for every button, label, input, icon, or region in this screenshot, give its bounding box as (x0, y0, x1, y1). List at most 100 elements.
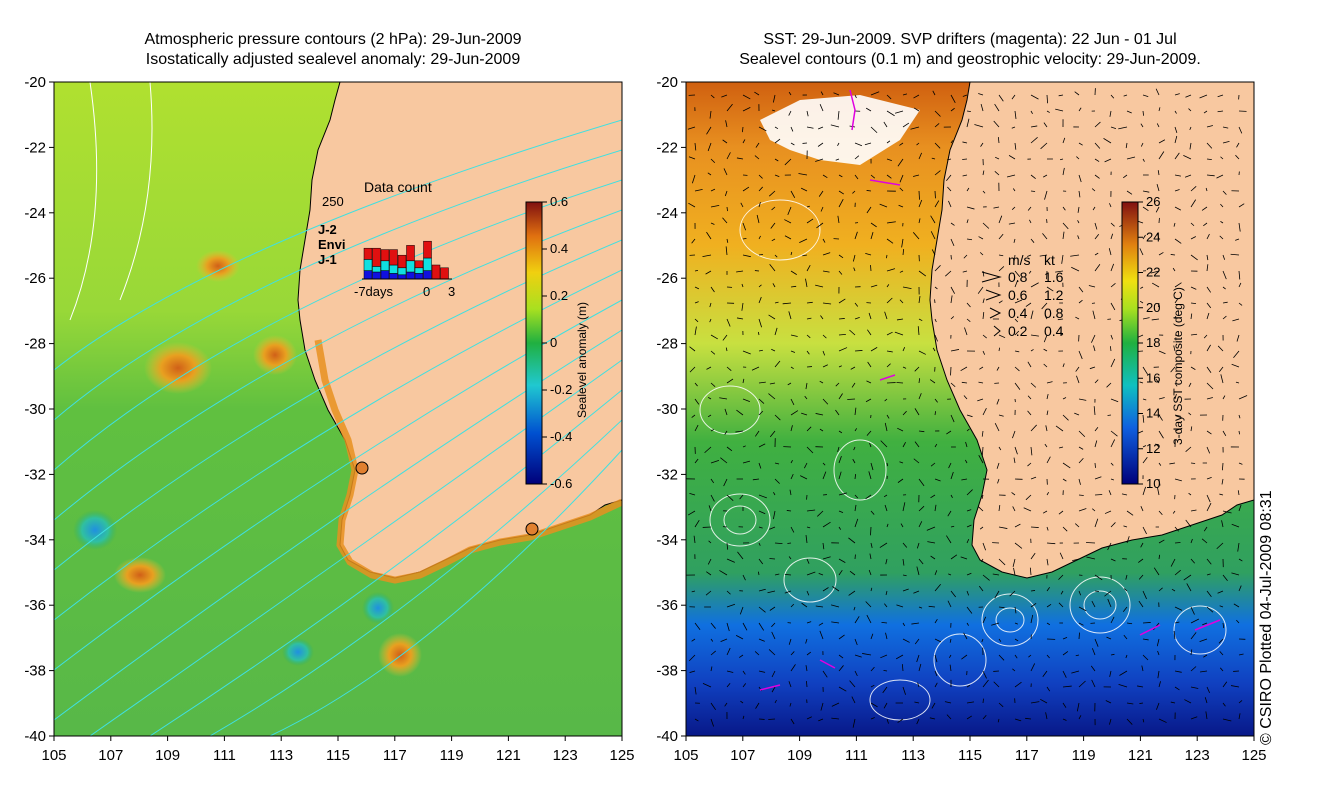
velocity-vector (1012, 188, 1016, 192)
velocity-vector (786, 510, 792, 512)
velocity-legend-arrow-icon (981, 271, 1002, 283)
velocity-vector (885, 254, 888, 259)
velocity-vector (705, 270, 712, 275)
velocity-vector (1046, 286, 1054, 292)
velocity-vector (1062, 670, 1067, 678)
x-tick-label: 105 (673, 747, 698, 764)
velocity-vector (815, 413, 824, 416)
velocity-vector (1206, 606, 1214, 613)
velocity-vector (710, 638, 714, 642)
velocity-vector (1142, 110, 1144, 116)
velocity-vector (724, 190, 728, 197)
y-tick-label: -32 (24, 466, 46, 483)
velocity-vector (742, 222, 747, 231)
velocity-vector (1043, 174, 1048, 178)
velocity-vector (883, 702, 888, 709)
velocity-vector (966, 110, 971, 112)
velocity-vector (980, 142, 984, 147)
velocity-vector (854, 155, 860, 160)
velocity-vector (1222, 430, 1227, 437)
velocity-vector (966, 538, 970, 544)
velocity-vector (805, 382, 808, 390)
velocity-vector (742, 378, 745, 384)
velocity-vector (771, 670, 776, 678)
velocity-vector (1206, 494, 1211, 503)
velocity-vector (870, 666, 875, 672)
velocity-vector (1126, 510, 1134, 516)
velocity-vector (710, 650, 717, 656)
velocity-vector (1062, 222, 1069, 230)
velocity-vector (854, 302, 859, 307)
velocity-vector (1110, 302, 1116, 311)
velocity-vector (726, 558, 735, 563)
velocity-vector (1045, 316, 1048, 320)
data-count-bar (397, 267, 407, 276)
velocity-vector (1139, 702, 1144, 704)
velocity-vector (802, 254, 808, 257)
velocity-vector (1062, 167, 1065, 176)
velocity-vector (774, 414, 781, 421)
velocity-vector (1030, 137, 1038, 144)
velocity-vector (1156, 232, 1160, 240)
velocity-vector (1206, 312, 1210, 320)
y-tick-label: -30 (24, 401, 46, 418)
velocity-vector (902, 249, 905, 256)
velocity-vector (998, 505, 1001, 512)
velocity-vector (1046, 558, 1049, 566)
velocity-vector (950, 590, 957, 598)
velocity-vector (1014, 718, 1022, 722)
velocity-vector (1204, 697, 1208, 704)
y-tick-label: -32 (656, 466, 678, 483)
velocity-vector (1222, 141, 1230, 144)
velocity-vector (710, 478, 715, 484)
velocity-vector (838, 298, 846, 304)
velocity-vector (949, 654, 952, 659)
velocity-vector (1078, 142, 1083, 146)
velocity-vector (1042, 670, 1048, 677)
velocity-vector (830, 604, 840, 608)
x-tick-label: 117 (1015, 747, 1039, 764)
velocity-vector (880, 654, 888, 659)
velocity-vector (916, 566, 920, 576)
velocity-legend-arrow-icon (993, 325, 1001, 337)
velocity-vector (946, 174, 952, 182)
sla-colorbar-label: Sealevel anomaly (m) (575, 302, 589, 418)
data-count-bar (380, 270, 390, 280)
velocity-vector (1222, 462, 1224, 471)
velocity-vector (1094, 518, 1099, 528)
velocity-vector (1222, 301, 1228, 304)
velocity-vector (998, 347, 1001, 352)
velocity-vector (1190, 618, 1200, 624)
velocity-vector (694, 142, 697, 151)
velocity-vector (1188, 412, 1192, 416)
velocity-vector (929, 379, 936, 384)
velocity-vector (914, 366, 920, 372)
velocity-vector (1222, 574, 1228, 581)
velocity-vector (996, 462, 1000, 469)
velocity-vector (1174, 174, 1181, 177)
velocity-vector (982, 670, 987, 679)
velocity-vector (1046, 456, 1051, 464)
velocity-vector (758, 318, 762, 328)
velocity-vector (848, 590, 856, 596)
velocity-vector (929, 717, 936, 720)
velocity-vector (934, 682, 938, 688)
velocity-vector (886, 221, 896, 224)
velocity-vector (1092, 508, 1096, 512)
velocity-vector (817, 142, 824, 147)
velocity-vector (885, 558, 888, 565)
velocity-vector (918, 378, 921, 384)
velocity-vector (981, 446, 984, 456)
velocity-legend-kt: 0.8 (1044, 305, 1064, 321)
velocity-vector (1190, 333, 1198, 336)
velocity-vector (902, 622, 906, 627)
velocity-vector (724, 430, 728, 435)
velocity-vector (849, 680, 856, 688)
velocity-vector (1222, 702, 1226, 707)
velocity-vector (710, 622, 716, 629)
velocity-vector (769, 526, 776, 530)
velocity-vector (865, 107, 872, 112)
velocity-vector (917, 682, 920, 688)
velocity-vector (1202, 622, 1208, 626)
velocity-vector (982, 334, 987, 339)
